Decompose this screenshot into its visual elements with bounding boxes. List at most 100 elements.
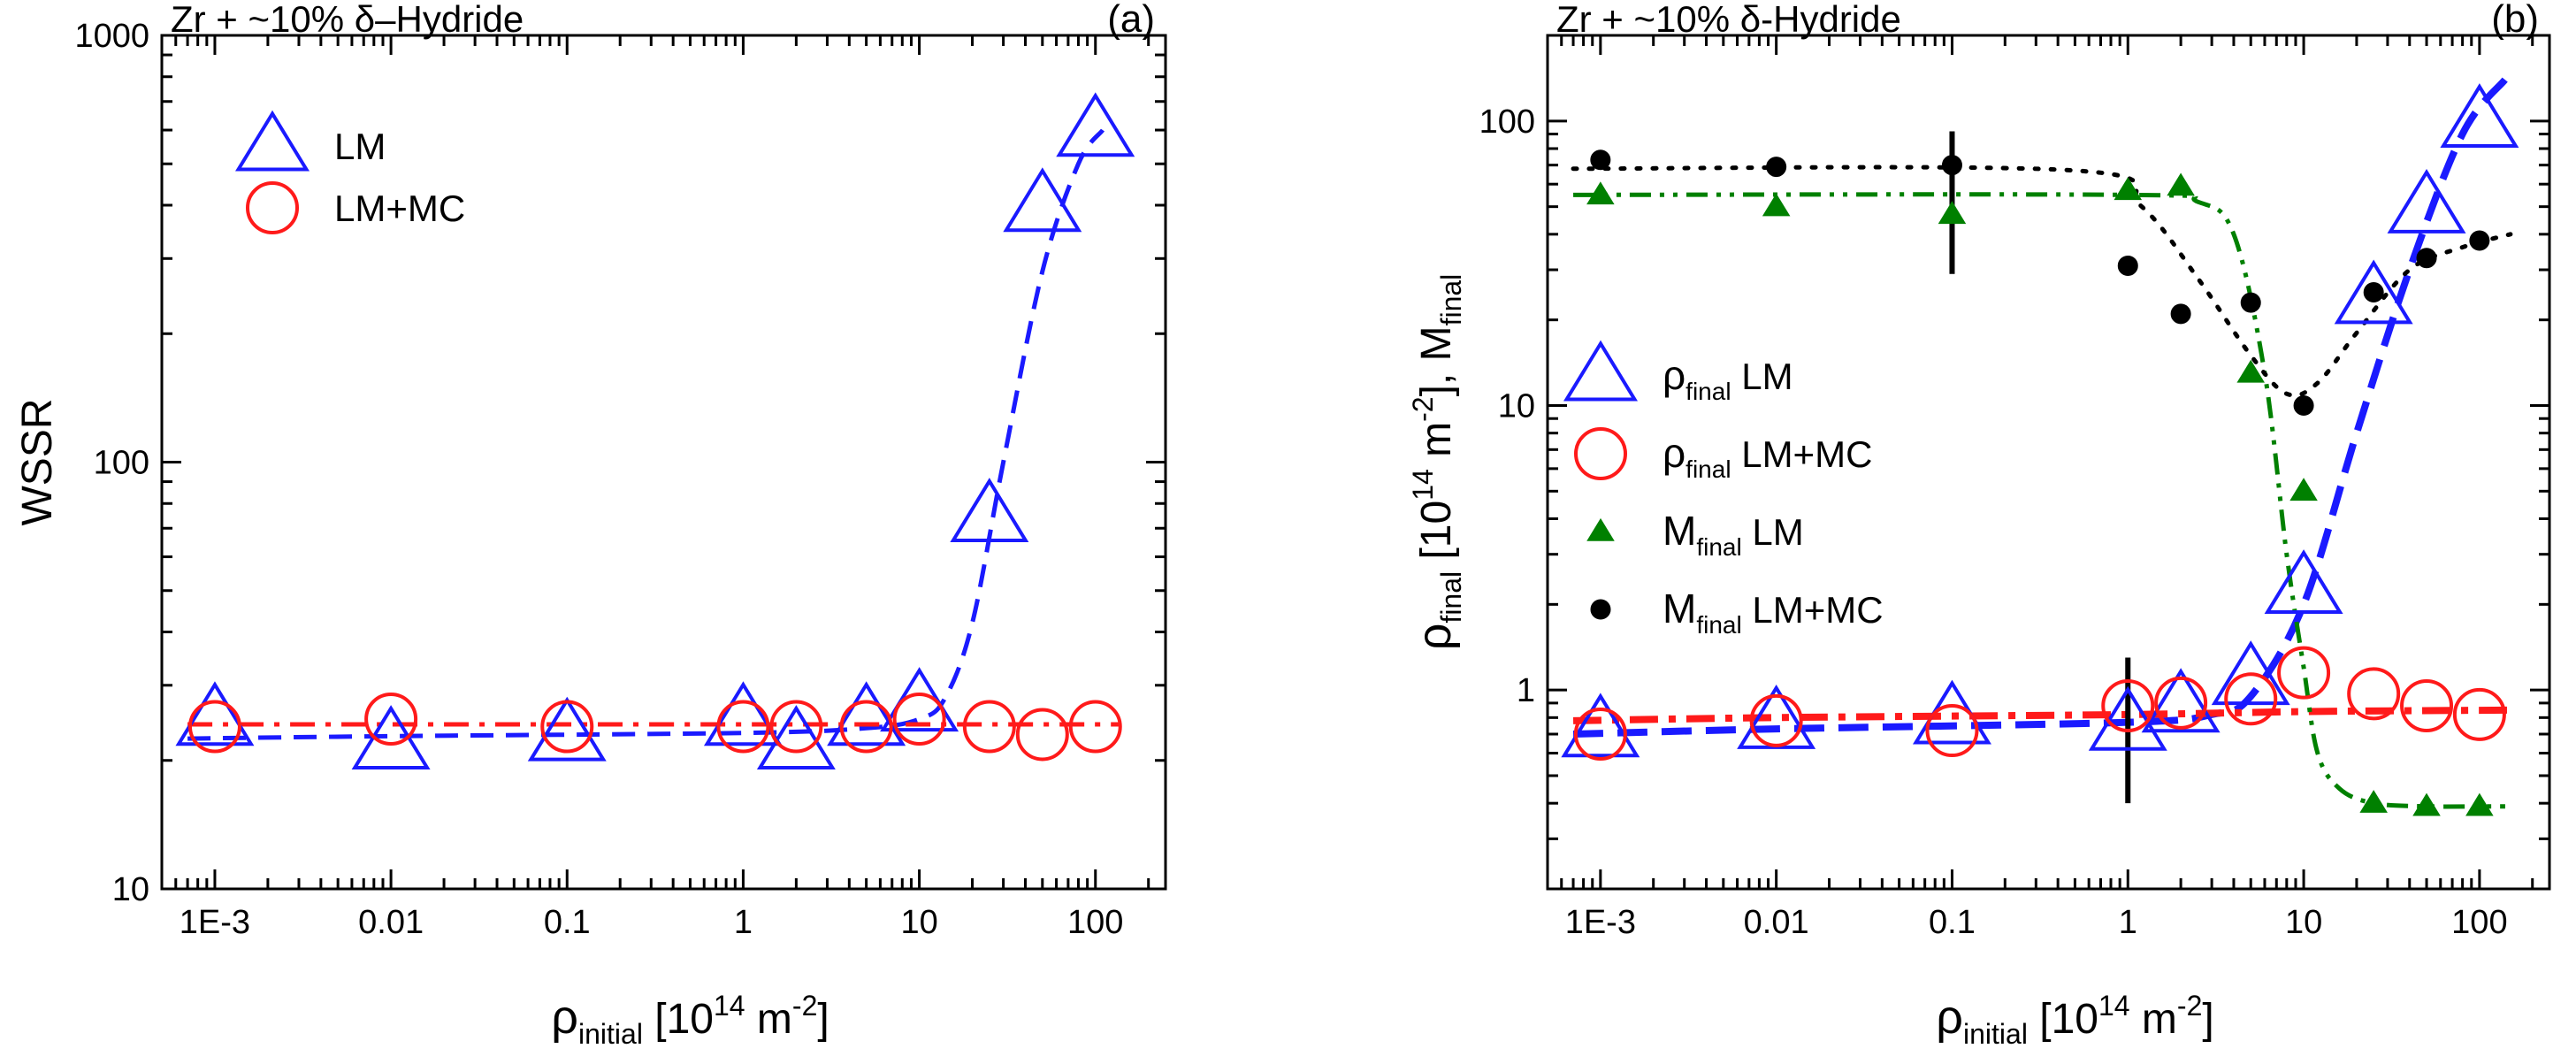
- legend-marker: [1586, 517, 1615, 541]
- y-label-m: M: [1413, 325, 1460, 372]
- data-point: [892, 692, 946, 746]
- fit-curves: [187, 128, 1121, 741]
- x-label-unit-tail: m: [745, 996, 792, 1043]
- x-label-close: ]: [817, 996, 829, 1043]
- y-tick-label: 1: [1517, 672, 1535, 709]
- data-point: [2088, 685, 2167, 751]
- y-tick-label: 10: [112, 871, 149, 908]
- legend-marker: [1563, 340, 1639, 402]
- x-label-sup2: -2: [2177, 990, 2202, 1022]
- data-point: [2440, 83, 2519, 149]
- y-tick-label: 100: [1479, 103, 1535, 141]
- series-circle-filled: [1590, 149, 2490, 416]
- legend-label: Mfinal LM+MC: [1663, 586, 1884, 639]
- data-point: [2117, 255, 2138, 276]
- data-point: [2387, 168, 2466, 233]
- series-circle-open: [187, 692, 1122, 762]
- data-point: [2114, 177, 2143, 201]
- legend-label: LM: [334, 126, 386, 167]
- y-label-rho-sub: final: [1435, 571, 1467, 624]
- x-axis-label: ρinitial [1014 m-2]: [551, 990, 829, 1050]
- data-point: [2167, 172, 2195, 196]
- data-point: [2141, 668, 2221, 733]
- data-point: [527, 696, 607, 762]
- legend-name-tail: LM: [1742, 511, 1804, 553]
- data-point: [540, 700, 594, 754]
- x-label-unit: [10: [643, 996, 714, 1043]
- legend-label: LM+MC: [334, 188, 465, 229]
- data-point: [2347, 667, 2401, 721]
- legend-marker: [1590, 599, 1611, 620]
- panel-letter: (b): [2491, 0, 2539, 41]
- legend-label: ρfinal LM: [1663, 352, 1793, 405]
- legend-marker: [1574, 427, 1627, 480]
- x-tick-label: 100: [2451, 904, 2507, 941]
- series-circle-open: [1573, 646, 2506, 761]
- legend-name: M: [1663, 508, 1696, 554]
- data-point: [769, 700, 823, 754]
- data-point: [2359, 790, 2388, 813]
- data-point: [1586, 181, 1615, 205]
- data-point: [1573, 707, 1627, 761]
- data-point: [827, 681, 906, 746]
- data-point: [950, 478, 1029, 542]
- plot-frame: [1546, 34, 2551, 891]
- y-tick-label: 10: [1498, 387, 1535, 425]
- x-axis-label: ρinitial [1014 m-2]: [1936, 990, 2213, 1050]
- legend-name-tail: LM+MC: [1742, 589, 1884, 631]
- x-label-unit-tail: m: [2130, 996, 2177, 1043]
- series-triangle-open: [175, 92, 1135, 769]
- y-label-sup2: -2: [1407, 396, 1439, 421]
- legend-name-sub: final: [1685, 378, 1731, 405]
- data-point: [2293, 394, 2314, 416]
- data-point: [1938, 201, 1967, 225]
- data-point: [364, 692, 418, 746]
- data-point: [2211, 640, 2290, 706]
- data-point: [1015, 708, 1069, 762]
- y-label-unit-tail: m: [1413, 422, 1460, 469]
- data-point: [2469, 230, 2490, 251]
- x-tick-label: 10: [900, 904, 937, 941]
- series-triangle-open: [1561, 83, 2519, 758]
- legend: LM LM+MC: [234, 110, 465, 234]
- series-triangle-filled: [1586, 172, 2494, 816]
- y-label-rho: ρ: [1408, 624, 1461, 651]
- legend-label: Mfinal LM: [1663, 508, 1804, 561]
- y-axis-label: ρfinal [1014 m-2], Mfinal: [1407, 274, 1467, 651]
- data-point: [2400, 679, 2454, 733]
- data-point: [2334, 259, 2413, 325]
- data-point: [1737, 684, 1816, 749]
- x-tick-label: 0.1: [544, 904, 591, 941]
- data-point: [756, 705, 836, 769]
- data-point: [2416, 248, 2437, 269]
- data-point: [2452, 687, 2506, 741]
- data-point: [1590, 149, 1611, 171]
- panel-b-chart: 1E-3 0.01 0.1 1 10 100 1 10 100 Zr + ~10% δ-Hydri…: [1407, 0, 2551, 1050]
- legend-name-tail: LM+MC: [1731, 433, 1873, 475]
- x-tick-label: 100: [1067, 904, 1123, 941]
- data-point: [2101, 679, 2155, 733]
- data-point: [2465, 792, 2494, 816]
- legend-name-sub: final: [1696, 533, 1741, 561]
- data-point: [1561, 693, 1640, 758]
- data-point: [2277, 646, 2331, 700]
- data-point: [2240, 292, 2261, 313]
- data-point: [1749, 693, 1803, 747]
- data-point: [2264, 549, 2343, 615]
- panel-title: Zr + ~10% δ–Hydride: [171, 0, 524, 40]
- x-tick-label: 1E-3: [180, 904, 250, 941]
- panel-title: Zr + ~10% δ-Hydride: [1556, 0, 1901, 40]
- data-point: [2289, 478, 2318, 501]
- legend-label: ρfinal LM+MC: [1663, 430, 1872, 483]
- legend-name: ρ: [1663, 430, 1685, 476]
- data-point: [2363, 281, 2384, 302]
- data-point: [187, 700, 241, 754]
- data-point: [2154, 676, 2208, 730]
- x-label-sup: 14: [2098, 990, 2130, 1022]
- legend-name: M: [1663, 586, 1696, 632]
- x-label-sup2: -2: [792, 990, 817, 1022]
- data-point: [1925, 704, 1979, 758]
- data-point: [1941, 155, 1962, 176]
